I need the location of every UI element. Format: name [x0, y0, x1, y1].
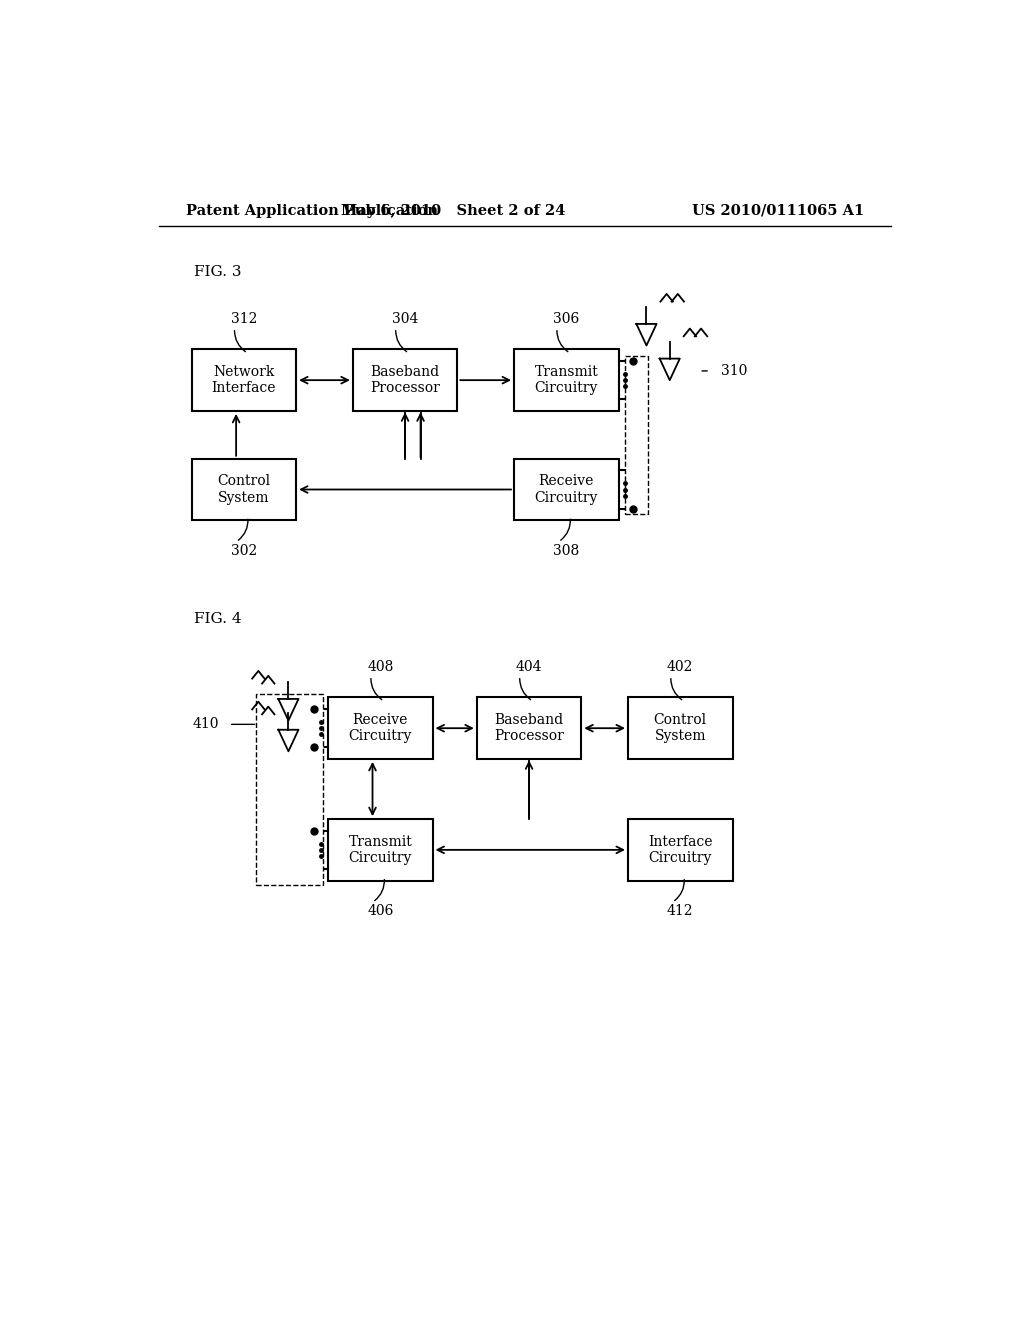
Bar	[628, 697, 732, 759]
Bar	[628, 818, 732, 880]
Text: 410: 410	[193, 717, 219, 731]
Bar	[477, 697, 582, 759]
Bar	[191, 350, 296, 411]
Text: 308: 308	[553, 544, 580, 558]
Bar	[328, 697, 432, 759]
Text: FIG. 3: FIG. 3	[194, 265, 242, 280]
Text: Patent Application Publication: Patent Application Publication	[186, 203, 438, 218]
Text: 310: 310	[721, 364, 748, 378]
Bar	[514, 350, 618, 411]
Text: Receive
Circuitry: Receive Circuitry	[535, 474, 598, 504]
Text: 302: 302	[230, 544, 257, 558]
Bar	[191, 459, 296, 520]
Text: Control
System: Control System	[653, 713, 707, 743]
Bar	[328, 818, 432, 880]
Text: Control
System: Control System	[217, 474, 270, 504]
Bar	[625, 355, 648, 515]
Text: Interface
Circuitry: Interface Circuitry	[648, 834, 713, 865]
Text: 402: 402	[667, 660, 693, 673]
Text: May 6, 2010   Sheet 2 of 24: May 6, 2010 Sheet 2 of 24	[341, 203, 565, 218]
Text: 312: 312	[230, 312, 257, 326]
Text: Baseband
Processor: Baseband Processor	[370, 366, 440, 395]
Text: 412: 412	[667, 904, 693, 919]
Bar	[352, 350, 458, 411]
Text: 306: 306	[553, 312, 580, 326]
Text: 404: 404	[516, 660, 543, 673]
Text: 408: 408	[367, 660, 393, 673]
Text: Transmit
Circuitry: Transmit Circuitry	[348, 834, 412, 865]
Text: Network
Interface: Network Interface	[212, 366, 276, 395]
Text: 304: 304	[392, 312, 418, 326]
Text: FIG. 4: FIG. 4	[194, 612, 242, 626]
Text: US 2010/0111065 A1: US 2010/0111065 A1	[692, 203, 864, 218]
Text: 406: 406	[367, 904, 393, 919]
Text: Transmit
Circuitry: Transmit Circuitry	[535, 366, 598, 395]
Bar	[256, 693, 324, 884]
Text: Receive
Circuitry: Receive Circuitry	[348, 713, 412, 743]
Bar	[514, 459, 618, 520]
Text: Baseband
Processor: Baseband Processor	[495, 713, 564, 743]
